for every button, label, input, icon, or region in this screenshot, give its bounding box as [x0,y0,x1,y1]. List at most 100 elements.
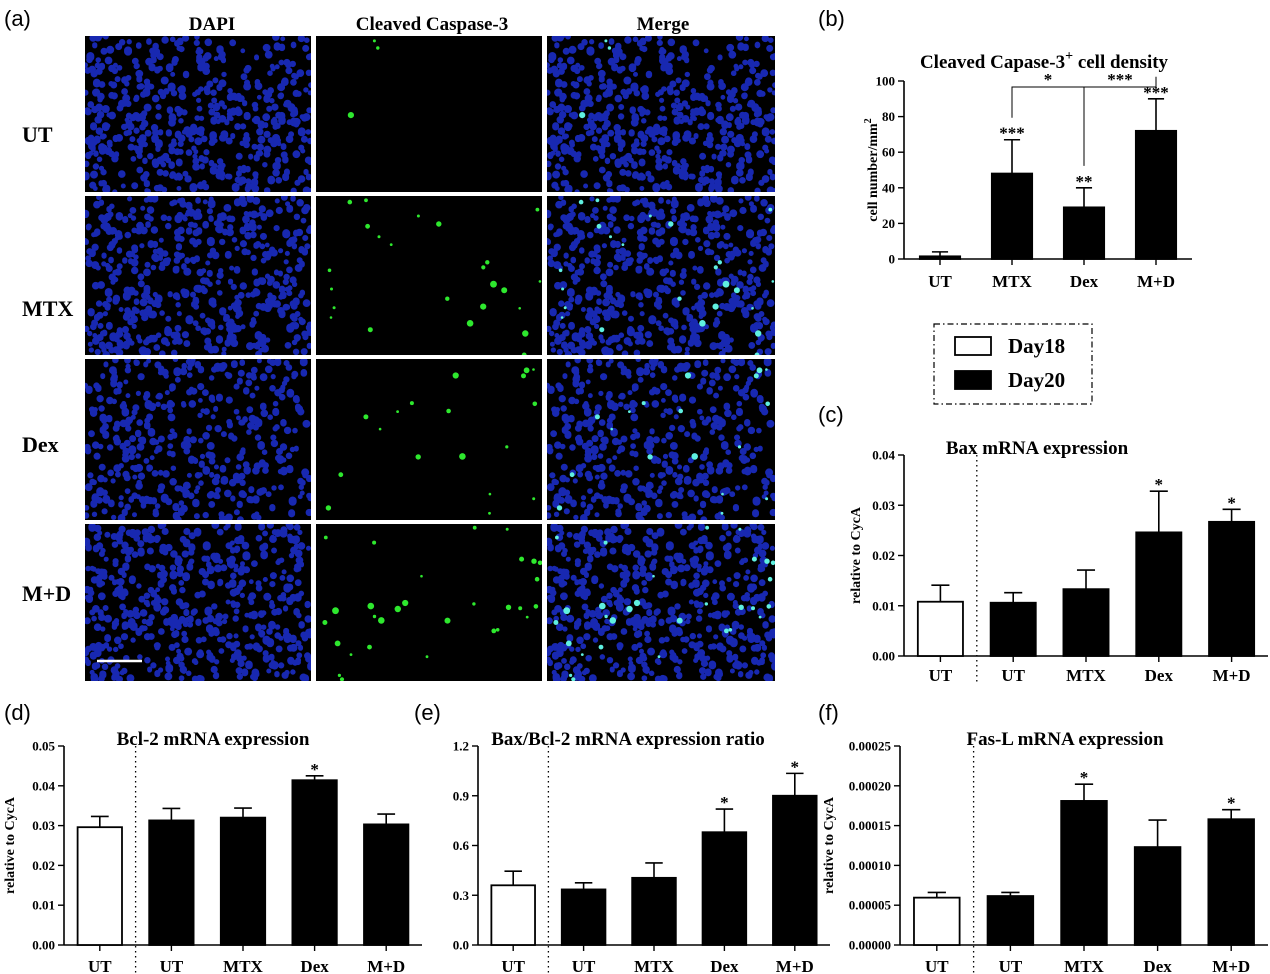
caspase-positive-cell [766,604,772,609]
caspase-positive-cell [349,653,353,656]
caspase-positive-cell [652,574,655,578]
y-tick-label: 0.03 [32,818,55,833]
comparison-bracket [1083,76,1157,166]
caspase-positive-cell [402,599,409,607]
caspase-positive-cell [523,367,530,374]
bar-mtx [219,816,267,946]
caspase-positive-cell [677,296,682,301]
caspase-positive-cell [648,214,652,218]
chart-title: Fas-L mRNA expression [966,729,1163,750]
micrograph-tile-dex-2 [544,356,775,524]
caspase-positive-cell [767,576,773,582]
caspase-positive-cell [436,221,442,227]
caspase-positive-cell [518,606,523,611]
y-tick-label: 0 [889,252,896,267]
caspase-positive-cell [565,640,572,647]
micrograph-tile-dex-1 [316,359,542,520]
caspase-positive-cell [569,673,573,678]
category-label: M+D [367,957,405,974]
caspase-positive-cell [604,39,608,43]
caspase-positive-cell [339,677,345,681]
y-axis-label: relative to CycA [822,796,837,894]
nuclei-stain [544,356,775,524]
caspase-positive-cell [472,602,476,606]
caspase-positive-cell [425,655,429,659]
caspase-positive-cell [409,401,414,406]
caspase-positive-cell [534,576,540,582]
bar-dex [1135,531,1183,657]
significance-marker: * [1227,493,1236,512]
caspase-positive-cell [396,410,399,413]
category-label: MTX [1064,957,1104,974]
y-axis-label-main: relative to CycA [3,796,18,894]
caspase-positive-cell [521,352,527,358]
caspase-positive-cell [519,556,525,562]
caspase-positive-cell [771,280,775,283]
y-axis-label-main: relative to CycA [822,796,837,894]
panel-letter-d: (d) [4,700,31,725]
column-header-dapi: DAPI [189,14,235,35]
bar-md [1208,520,1256,657]
caspase-positive-cell [765,497,769,501]
bar-charts: (b) Cleaved Capase-3+ cell density cell nu… [3,6,1268,974]
caspase-positive-cell [755,330,762,337]
caspase-positive-cell [377,235,381,239]
caspase-positive-cell [668,221,674,227]
caspase-positive-cell [330,287,333,291]
caspase-positive-cell [724,628,729,634]
caspase-positive-cell [488,511,491,515]
caspase-positive-cell [626,605,633,613]
category-label: UT [925,957,949,974]
significance-marker: * [791,757,800,776]
caspase-positive-cell [738,604,744,610]
category-label: Dex [1070,272,1099,291]
caspase-positive-cell [609,617,617,624]
caspase-positive-cell [628,410,631,413]
caspase-positive-cell [334,640,341,647]
bar-ut [560,888,607,946]
caspase-positive-cell [717,260,722,265]
caspase-positive-cell [491,628,497,634]
comparison-marker: *** [1107,70,1133,89]
caspase-positive-cell [327,268,332,273]
y-axis-label: cell number/mm2 [863,118,881,221]
caspase-positive-cell [518,307,521,310]
caspase-positive-cell [563,607,571,615]
y-axis-label: relative to CycA [849,506,864,604]
bar-dex [1062,206,1106,260]
caspase-positive-cell [561,287,565,291]
caspase-positive-cell [378,427,382,431]
tile-background [316,524,542,681]
legend-swatch-day18 [954,336,992,356]
chart-title: Bax/Bcl-2 mRNA expression ratio [491,729,765,750]
caspase-positive-cell [459,453,466,460]
chart-b: (b) Cleaved Capase-3+ cell density cell nu… [818,6,1192,291]
micrograph-tile-ut-2 [544,36,775,195]
caspase-positive-cell [444,617,451,624]
caspase-positive-cell [579,112,586,119]
column-header-caspase: Cleaved Caspase-3 [356,14,509,35]
category-label: MTX [634,957,674,974]
caspase-positive-cell [569,472,575,478]
nuclei-stain [544,36,775,195]
y-tick-label: 0.02 [872,548,895,563]
bar-md [772,794,818,946]
caspase-positive-cell [525,615,529,619]
y-axis-label: relative to CycA [3,796,18,894]
caspase-positive-cell [522,330,529,337]
legend-frame [933,323,1093,405]
legend-label-day18: Day18 [1008,334,1065,358]
caspase-positive-cell [394,605,401,613]
caspase-positive-cell [367,602,375,610]
caspase-positive-cell [691,453,698,460]
nuclei-stain [85,192,315,359]
micrograph-tile-mtx-1 [316,196,542,358]
bar-ut [986,895,1035,946]
caspase-positive-cell [765,368,768,371]
caspase-positive-cell [415,454,421,460]
bar-md [363,823,410,946]
category-label: M+D [1212,957,1250,974]
caspase-positive-cell [633,599,641,607]
micrograph-tile-mtx-0 [85,192,315,359]
nuclei-stain [85,356,314,524]
